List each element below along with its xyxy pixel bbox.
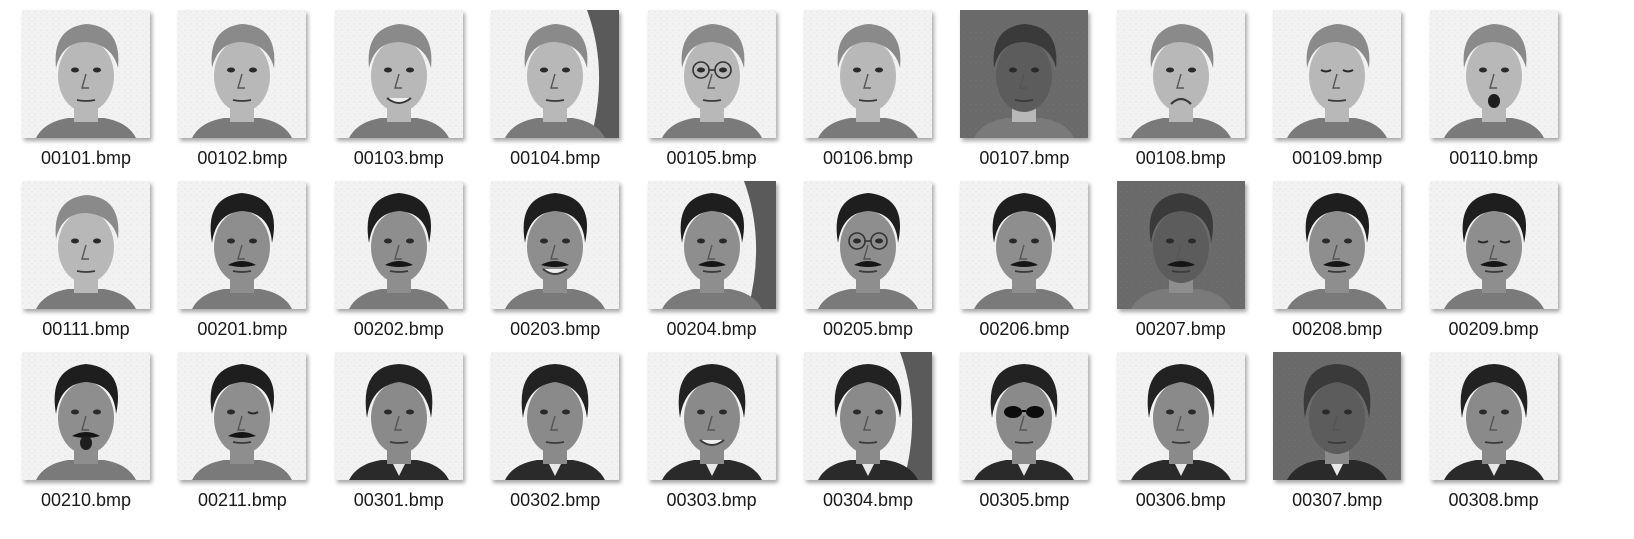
face-thumbnail[interactable]	[491, 181, 620, 309]
face-thumbnail[interactable]	[960, 352, 1089, 480]
file-name-label: 00211.bmp	[198, 490, 287, 510]
face-thumbnail[interactable]	[804, 10, 932, 138]
file-name-label: 00209.bmp	[1448, 319, 1539, 339]
face-thumbnail[interactable]	[1273, 352, 1402, 480]
file-name-label: 00304.bmp	[822, 490, 914, 510]
face-thumbnail[interactable]	[491, 10, 620, 138]
face-thumbnail[interactable]	[804, 181, 932, 309]
file-item[interactable]: 00106.bmp	[793, 10, 943, 169]
file-item[interactable]: 00211.bmp	[167, 352, 317, 511]
face-thumbnail[interactable]	[804, 352, 932, 480]
file-item[interactable]: 00303.bmp	[637, 352, 787, 511]
file-name-label: 00307.bmp	[1292, 490, 1383, 510]
face-thumbnail[interactable]	[1273, 10, 1402, 138]
file-name-label: 00305.bmp	[979, 490, 1070, 510]
file-name-label: 00205.bmp	[822, 319, 914, 339]
file-name-label: 00203.bmp	[510, 319, 601, 339]
file-item[interactable]: 00107.bmp	[949, 10, 1099, 169]
file-name-label: 00303.bmp	[666, 490, 757, 510]
file-item[interactable]: 00210.bmp	[11, 352, 161, 511]
face-thumbnail[interactable]	[960, 181, 1089, 309]
file-name-label: 00201.bmp	[197, 319, 288, 339]
file-item[interactable]: 00101.bmp	[11, 10, 161, 169]
file-name-label: 00204.bmp	[666, 319, 757, 339]
file-name-label: 00101.bmp	[40, 148, 132, 168]
face-thumbnail[interactable]	[647, 352, 776, 480]
file-name-label: 00306.bmp	[1135, 490, 1226, 510]
file-name-label: 00109.bmp	[1292, 148, 1383, 168]
file-name-label: 00103.bmp	[353, 148, 444, 168]
file-item[interactable]: 00302.bmp	[480, 352, 630, 511]
face-thumbnail[interactable]	[22, 10, 150, 138]
file-item[interactable]: 00110.bmp	[1419, 10, 1569, 169]
file-name-label: 00107.bmp	[979, 148, 1070, 168]
file-name-label: 00208.bmp	[1292, 319, 1383, 339]
face-thumbnail[interactable]	[22, 352, 150, 480]
file-item[interactable]: 00108.bmp	[1106, 10, 1256, 169]
face-thumbnail[interactable]	[1429, 10, 1558, 138]
face-thumbnail[interactable]	[1273, 181, 1402, 309]
face-thumbnail[interactable]	[1429, 181, 1558, 309]
file-item[interactable]: 00104.bmp	[480, 10, 630, 169]
file-item[interactable]: 00109.bmp	[1262, 10, 1412, 169]
file-item[interactable]: 00204.bmp	[637, 181, 787, 340]
face-thumbnail[interactable]	[178, 181, 307, 309]
file-item[interactable]: 00306.bmp	[1106, 352, 1256, 511]
face-thumbnail[interactable]	[647, 10, 776, 138]
file-item[interactable]: 00105.bmp	[637, 10, 787, 169]
file-name-label: 00108.bmp	[1135, 148, 1226, 168]
face-thumbnail[interactable]	[178, 10, 307, 138]
file-name-label: 00106.bmp	[822, 148, 914, 168]
face-thumbnail[interactable]	[334, 352, 463, 480]
file-item[interactable]: 00208.bmp	[1262, 181, 1412, 340]
face-thumbnail[interactable]	[178, 352, 307, 480]
file-name-label: 00302.bmp	[510, 490, 601, 510]
face-thumbnail[interactable]	[1116, 181, 1245, 309]
file-item[interactable]: 00305.bmp	[949, 352, 1099, 511]
file-item[interactable]: 00301.bmp	[324, 352, 474, 511]
file-name-label: 00105.bmp	[666, 148, 757, 168]
file-item[interactable]: 00307.bmp	[1262, 352, 1412, 511]
file-name-label: 00308.bmp	[1448, 490, 1539, 510]
face-thumbnail[interactable]	[960, 10, 1089, 138]
face-thumbnail[interactable]	[22, 181, 150, 309]
file-item[interactable]: 00207.bmp	[1106, 181, 1256, 340]
face-thumbnail[interactable]	[1116, 352, 1245, 480]
file-name-label: 00206.bmp	[979, 319, 1070, 339]
file-name-label: 00202.bmp	[353, 319, 444, 339]
file-name-label: 00207.bmp	[1135, 319, 1226, 339]
file-item[interactable]: 00205.bmp	[793, 181, 943, 340]
file-item[interactable]: 00102.bmp	[167, 10, 317, 169]
file-item[interactable]: 00202.bmp	[324, 181, 474, 340]
file-name-label: 00104.bmp	[510, 148, 601, 168]
file-name-label: 00102.bmp	[197, 148, 288, 168]
face-thumbnail[interactable]	[1116, 10, 1245, 138]
file-item[interactable]: 00103.bmp	[324, 10, 474, 169]
file-item[interactable]: 00203.bmp	[480, 181, 630, 340]
face-thumbnail[interactable]	[1429, 352, 1558, 480]
file-item[interactable]: 00111.bmp	[11, 181, 161, 340]
face-thumbnail[interactable]	[491, 352, 620, 480]
file-name-label: 00111.bmp	[42, 319, 130, 339]
file-name-label: 00210.bmp	[40, 490, 132, 510]
face-thumbnail[interactable]	[334, 10, 463, 138]
face-thumbnail[interactable]	[647, 181, 776, 309]
file-item[interactable]: 00209.bmp	[1419, 181, 1569, 340]
file-item[interactable]: 00206.bmp	[949, 181, 1099, 340]
face-thumbnail[interactable]	[334, 181, 463, 309]
file-name-label: 00301.bmp	[353, 490, 444, 510]
file-item[interactable]: 00201.bmp	[167, 181, 317, 340]
file-name-label: 00110.bmp	[1449, 148, 1538, 168]
file-item[interactable]: 00308.bmp	[1419, 352, 1569, 511]
file-item[interactable]: 00304.bmp	[793, 352, 943, 511]
